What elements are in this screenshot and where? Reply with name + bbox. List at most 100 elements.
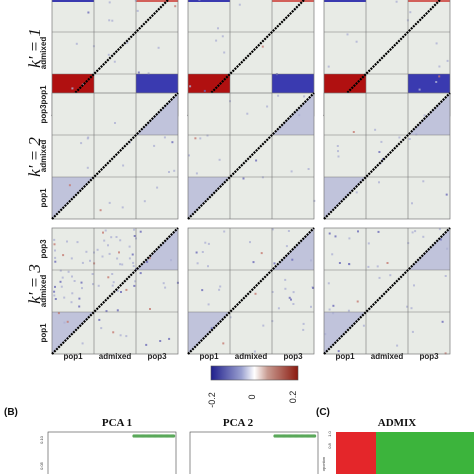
noise-cell xyxy=(63,296,66,299)
heatmap-panel-r3-c1 xyxy=(51,227,179,355)
diagonal-line xyxy=(187,92,315,220)
noise-cell xyxy=(53,238,56,241)
noise-cell xyxy=(218,158,221,161)
noise-cell xyxy=(389,274,392,277)
y-pop-label: pop3 xyxy=(39,239,48,259)
noise-cell xyxy=(170,259,172,262)
noise-cell xyxy=(132,261,135,264)
noise-cell xyxy=(355,191,358,194)
noise-cell xyxy=(148,257,151,260)
noise-cell xyxy=(86,166,89,169)
pca1-point xyxy=(172,434,176,438)
noise-cell xyxy=(332,312,335,315)
noise-cell xyxy=(413,284,415,287)
noise-cell xyxy=(66,320,69,323)
panel-frame xyxy=(187,92,315,220)
noise-cell xyxy=(73,280,76,282)
y-pop-label: pop1 xyxy=(39,85,48,105)
noise-cell xyxy=(411,202,413,205)
noise-cell xyxy=(122,164,125,167)
admix-bar-left xyxy=(336,432,376,474)
top-strip-red xyxy=(272,0,314,2)
noise-cell xyxy=(62,254,65,257)
pca2-point xyxy=(313,434,317,438)
admix-ytick-1: 1.0 xyxy=(327,430,332,436)
noise-cell xyxy=(132,265,135,268)
noise-cell xyxy=(201,289,204,292)
noise-cell xyxy=(107,276,110,279)
noise-cell xyxy=(195,251,198,254)
noise-cell xyxy=(92,283,94,286)
noise-cell xyxy=(63,321,66,324)
pca1-ytick-2: 0.05 xyxy=(39,461,44,470)
noise-cell xyxy=(108,201,111,204)
row-label-3: k' = 3 xyxy=(25,264,44,304)
x-pop-label: pop3 xyxy=(283,352,303,361)
noise-cell xyxy=(133,284,136,287)
noise-cell xyxy=(85,250,88,253)
noise-cell xyxy=(131,253,134,256)
noise-cell xyxy=(395,0,398,3)
noise-cell xyxy=(54,256,57,259)
noise-cell xyxy=(68,184,71,187)
noise-cell xyxy=(409,11,412,14)
noise-cell xyxy=(377,230,380,233)
noise-cell xyxy=(376,265,379,268)
diagonal-line xyxy=(51,0,170,117)
noise-cell xyxy=(290,170,293,173)
noise-cell xyxy=(189,85,192,88)
heatmap-panel-r2-c1 xyxy=(51,92,179,220)
noise-cell xyxy=(355,40,358,43)
noise-cell xyxy=(111,273,114,275)
noise-cell xyxy=(125,335,128,338)
noise-cell xyxy=(53,294,56,297)
admix-ytick-2: 0.8 xyxy=(327,442,332,448)
noise-cell xyxy=(70,301,73,304)
noise-cell xyxy=(222,342,225,345)
noise-cell xyxy=(157,46,160,49)
noise-cell xyxy=(210,327,213,330)
noise-cell xyxy=(81,287,83,290)
pca2-title: PCA 2 xyxy=(223,417,254,429)
noise-cell xyxy=(327,65,330,68)
diagonal-line xyxy=(51,92,179,220)
panel-frame xyxy=(323,92,451,220)
noise-cell xyxy=(284,287,287,290)
noise-cell xyxy=(324,333,327,336)
noise-cell xyxy=(112,281,115,284)
noise-cell xyxy=(298,114,301,117)
lavender-triangle-low xyxy=(52,312,94,354)
noise-cell xyxy=(444,275,447,277)
x-pop-label: pop1 xyxy=(63,352,83,361)
x-pop-label: admixed xyxy=(235,352,268,361)
noise-cell xyxy=(120,291,122,293)
noise-cell xyxy=(139,230,142,233)
noise-cell xyxy=(446,247,449,250)
noise-cell xyxy=(331,253,334,256)
noise-cell xyxy=(271,291,274,293)
panel-frame xyxy=(323,227,451,355)
noise-cell xyxy=(134,280,137,283)
noise-cell xyxy=(398,136,401,139)
noise-cell xyxy=(78,305,81,308)
pca1-points xyxy=(132,434,176,438)
noise-cell xyxy=(81,261,84,264)
noise-cell xyxy=(203,89,206,92)
noise-cell xyxy=(112,331,115,334)
noise-cell xyxy=(307,168,310,170)
noise-cell xyxy=(418,88,421,91)
noise-cell xyxy=(107,53,110,56)
noise-cell xyxy=(386,262,389,264)
noise-cell xyxy=(119,239,122,242)
noise-cell xyxy=(291,258,294,261)
x-pop-label: admixed xyxy=(371,352,404,361)
noise-cell xyxy=(54,285,56,288)
noise-cell xyxy=(110,236,113,239)
row-label-1: k' = 1 xyxy=(25,28,44,68)
noise-cell xyxy=(438,65,441,68)
legend-tick-mid: 0 xyxy=(247,394,257,399)
noise-cell xyxy=(108,252,111,255)
noise-cell xyxy=(199,137,202,140)
noise-cell xyxy=(173,169,176,172)
noise-cell xyxy=(327,282,330,285)
